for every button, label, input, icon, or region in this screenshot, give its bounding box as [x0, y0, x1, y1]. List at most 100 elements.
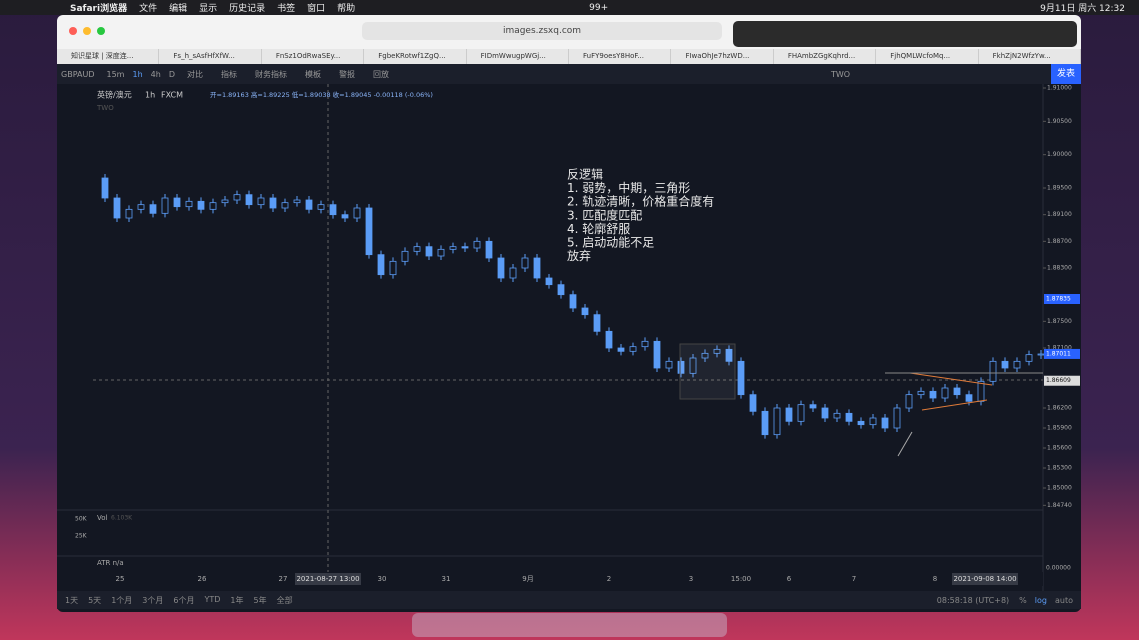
menu-item[interactable]: 帮助: [337, 4, 356, 14]
menu-item[interactable]: 书签: [277, 4, 296, 14]
candle: [509, 267, 517, 279]
candle: [881, 417, 889, 429]
candle: [485, 240, 493, 259]
candle: [101, 177, 109, 199]
range[interactable]: 1个月: [111, 595, 133, 605]
range[interactable]: 3个月: [142, 595, 164, 605]
interval[interactable]: D: [168, 69, 175, 79]
crosshair-label-bg: [952, 573, 1018, 585]
x-tick-label: 8: [933, 575, 937, 583]
arrow: [897, 431, 913, 457]
candle: [401, 250, 409, 262]
y-tick-label: 1.85000: [1047, 485, 1072, 492]
x-tick-label: 31: [442, 575, 451, 583]
tab[interactable]: FjhQMLWcfoMq...: [876, 49, 979, 64]
candle: [425, 246, 433, 257]
y-tick-label: 1.86200: [1047, 405, 1072, 412]
zoom-button[interactable]: [97, 27, 105, 35]
candle: [497, 257, 505, 279]
app-menu[interactable]: Safari浏览器: [70, 4, 128, 14]
option[interactable]: auto: [1054, 595, 1073, 605]
option[interactable]: log: [1034, 595, 1047, 605]
tool[interactable]: 回放: [373, 69, 389, 79]
tool[interactable]: 对比: [187, 69, 203, 79]
menu-item[interactable]: 编辑: [169, 4, 188, 14]
interval[interactable]: 4h: [150, 69, 161, 79]
candle: [929, 390, 937, 399]
annotation-line: 3. 匹配度匹配: [567, 207, 642, 222]
candle: [689, 357, 697, 374]
price-marker: [1044, 375, 1080, 386]
tool[interactable]: 模板: [305, 69, 321, 79]
interval[interactable]: 15m: [106, 69, 125, 79]
menu-item[interactable]: 显示: [199, 4, 218, 14]
tab[interactable]: FuFY9oesY8HoF...: [569, 49, 672, 64]
annotation-tool-palette[interactable]: [733, 21, 1077, 47]
candle: [737, 360, 745, 396]
range[interactable]: YTD: [204, 594, 221, 604]
layout-name[interactable]: TWO: [831, 69, 851, 79]
y-tick-label: 1.85300: [1047, 465, 1072, 472]
menu-item[interactable]: 历史记录: [229, 4, 266, 14]
y-tick-label: 1.91000: [1047, 85, 1072, 92]
candle: [857, 420, 865, 426]
tab[interactable]: FnSz1OdRwaSEy...: [262, 49, 365, 64]
annotation-line: 2. 轨迹清晰，价格重合度有: [567, 194, 714, 209]
interval[interactable]: 1h: [132, 69, 143, 79]
price-marker: [1044, 294, 1080, 304]
annotation-line: 4. 轮廓舒服: [567, 221, 630, 236]
menu-item[interactable]: 窗口: [307, 4, 326, 14]
candle: [293, 199, 301, 204]
ranges: 1天 5天 1个月 3个月 6个月 YTD 1年 5年 全部: [65, 595, 293, 606]
candle: [185, 200, 193, 208]
range[interactable]: 全部: [276, 595, 293, 605]
tab[interactable]: FIDmWwugpWGj...: [467, 49, 570, 64]
tab[interactable]: FIwaOhJe7hzWD...: [671, 49, 774, 64]
tab[interactable]: FHAmbZGgKqhrd...: [774, 49, 877, 64]
time: 08:58:18 (UTC+8): [936, 595, 1010, 605]
publish-button[interactable]: 发表: [1051, 64, 1081, 84]
range[interactable]: 5年: [253, 595, 267, 605]
trendline: [921, 399, 988, 411]
candle: [905, 394, 913, 409]
tab[interactable]: 知识星球 | 深度连...: [57, 49, 160, 64]
range[interactable]: 1年: [230, 595, 244, 605]
tool[interactable]: 指标: [221, 69, 237, 79]
atr-axis-value: 0.00000: [1046, 565, 1071, 572]
volume-tick-label: 25K: [75, 533, 88, 540]
range[interactable]: 1天: [65, 595, 79, 605]
minimize-button[interactable]: [83, 27, 91, 35]
candle: [713, 348, 721, 354]
candle: [821, 407, 829, 419]
tool[interactable]: 警报: [339, 69, 355, 79]
range[interactable]: 5天: [88, 595, 102, 605]
candle: [317, 204, 325, 210]
y-tick-label: 1.88700: [1047, 238, 1072, 245]
candle: [1037, 353, 1045, 356]
candle: [449, 246, 457, 250]
candle: [269, 197, 277, 209]
tab[interactable]: FgbeKRotwf1ZgQ...: [364, 49, 467, 64]
highlight-box: [679, 343, 736, 400]
tool[interactable]: 财务指标: [255, 69, 287, 79]
candle: [173, 197, 181, 208]
range[interactable]: 6个月: [173, 595, 195, 605]
candle: [953, 387, 961, 396]
tab[interactable]: Fs_h_sAsfHfXfW...: [159, 49, 262, 64]
tab[interactable]: FkhZjN2WfzYw...: [979, 49, 1082, 64]
candle: [581, 307, 589, 316]
candle: [161, 197, 169, 214]
menu-item[interactable]: 文件: [139, 4, 158, 14]
menu-items: 文件 编辑 显示 历史记录 书签 窗口 帮助: [139, 1, 355, 14]
option[interactable]: %: [1019, 595, 1027, 605]
x-tick-label: 2: [607, 575, 611, 583]
address-bar[interactable]: images.zsxq.com: [362, 22, 722, 40]
candle: [1025, 354, 1033, 362]
candle: [797, 404, 805, 422]
x-tick-label: 7: [852, 575, 856, 583]
symbol[interactable]: GBPAUD: [61, 69, 95, 79]
candle: [893, 407, 901, 429]
candle: [473, 240, 481, 249]
close-button[interactable]: [69, 27, 77, 35]
